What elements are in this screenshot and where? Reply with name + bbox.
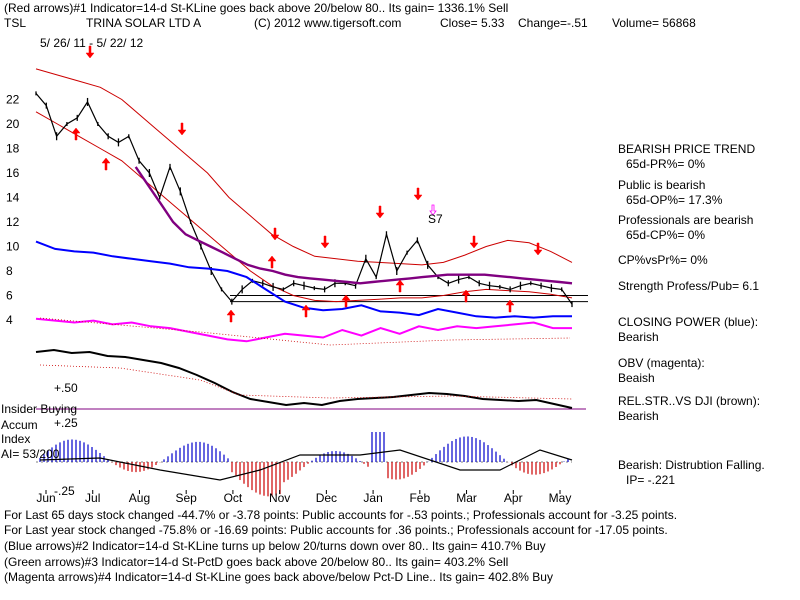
relstr-trend — [39, 364, 573, 400]
pr-value: 65d-PR%= 0% — [626, 157, 706, 171]
y-tick-label: 8 — [6, 264, 13, 278]
relative-strength-line — [35, 348, 573, 409]
s7-annotation: S7 — [428, 212, 443, 226]
footer-year: For Last year stock changed -75.8% or -1… — [4, 523, 668, 537]
y-tick-label: 14 — [6, 191, 20, 205]
header-line: (Red arrows)#1 Indicator=14-d St-KLine g… — [4, 1, 509, 15]
signal-arrows — [71, 45, 543, 323]
accum-label: Accum — [1, 418, 38, 432]
buy-arrow-icon — [101, 157, 111, 171]
envelope-bands — [35, 68, 573, 303]
sell-arrow-icon — [533, 242, 543, 256]
relstr-path — [35, 348, 573, 409]
sell-arrow-icon — [469, 235, 479, 249]
price-series — [35, 91, 573, 308]
buy-arrow-icon — [71, 127, 81, 141]
op-value: 65d-OP%= 17.3% — [626, 193, 723, 207]
ip-value: IP= -.221 — [626, 473, 676, 487]
buy-arrow-icon — [267, 255, 277, 269]
change-value: Change=-.51 — [518, 16, 588, 30]
sell-arrow-icon — [413, 187, 423, 201]
relstr-title: REL.STR..VS DJI (brown): — [618, 394, 761, 408]
x-axis-months: Jun Jul Aug Sep Oct Nov Dec Jan Feb Mar Apr May — [36, 490, 571, 505]
pro-title: Professionals are bearish — [618, 213, 754, 227]
volume-value: Volume= 56868 — [612, 16, 696, 30]
footer-green-arrows: (Green arrows)#3 Indicator=14-d St-PctD … — [4, 555, 509, 569]
insider-label: Insider Buying — [1, 402, 78, 416]
moving-average-line — [134, 166, 573, 285]
sell-arrow-icon — [177, 122, 187, 136]
y-tick-label: 20 — [6, 117, 20, 131]
chart-axes — [36, 295, 588, 463]
y-tick-label: 12 — [6, 215, 20, 229]
buy-arrow-icon — [301, 304, 311, 318]
footer-65day: For Last 65 days stock changed -44.7% or… — [4, 508, 678, 522]
date-range: 5/ 26/ 11 - 5/ 22/ 12 — [40, 36, 144, 50]
relstr-value: Bearish — [618, 409, 659, 423]
buy-arrow-icon — [395, 279, 405, 293]
close-value: Close= 5.33 — [440, 16, 505, 30]
x-tick-label: Aug — [129, 491, 150, 505]
plus25-label: +.25 — [54, 416, 78, 430]
upper-band — [35, 68, 573, 266]
x-tick-label: Apr — [504, 491, 523, 505]
buy-arrow-icon — [341, 294, 351, 308]
company-name: TRINA SOLAR LTD A — [86, 16, 202, 30]
obv-path — [35, 317, 572, 343]
closing-power-path — [35, 240, 572, 319]
obv-title: OBV (magenta): — [618, 356, 705, 370]
obv-line — [35, 317, 572, 346]
closing-power-line — [35, 240, 572, 319]
accum-ma-line — [39, 449, 573, 481]
lower-band — [35, 111, 573, 303]
buy-arrow-icon — [226, 309, 236, 323]
obv-value: Beaish — [618, 371, 655, 385]
closing-power-title: CLOSING POWER (blue): — [618, 315, 759, 329]
x-tick-label: Jan — [363, 491, 382, 505]
x-tick-label: May — [549, 491, 572, 505]
cpvspr-value: CP%vsPr%= 0% — [618, 253, 708, 267]
x-tick-label: Mar — [456, 491, 477, 505]
footer-blue-arrows: (Blue arrows)#2 Indicator=14-d St-KLine … — [4, 539, 546, 553]
sell-arrow-icon — [320, 235, 330, 249]
obv-trend — [39, 317, 571, 346]
accum-title: Bearish: Distrubtion Falling. — [618, 458, 765, 472]
footer-magenta-arrows: (Magenta arrows)#4 Indicator=14-d St-KLi… — [4, 570, 553, 584]
y-tick-label: 4 — [6, 313, 13, 327]
buy-arrow-icon — [461, 289, 471, 303]
price-line — [35, 93, 573, 305]
x-tick-label: Sep — [176, 491, 198, 505]
sell-arrow-icon — [85, 45, 95, 59]
x-tick-label: Oct — [224, 491, 243, 505]
buy-arrow-icon — [505, 299, 515, 313]
y-tick-label: 16 — [6, 166, 20, 180]
sell-arrow-icon — [270, 227, 280, 241]
plus50-label: +.50 — [54, 381, 78, 395]
y-tick-label: 22 — [6, 93, 20, 107]
index-label: Index — [1, 432, 31, 446]
y-tick-label: 18 — [6, 142, 20, 156]
ma-line — [134, 166, 573, 285]
s7-arrow-icon — [429, 204, 437, 216]
sell-arrow-icon — [375, 205, 385, 219]
minus25-label: -.25 — [54, 484, 75, 498]
cp-value: 65d-CP%= 0% — [626, 228, 706, 242]
x-tick-label: Jun — [36, 491, 55, 505]
y-tick-label: 10 — [6, 240, 20, 254]
trend-title: BEARISH PRICE TREND — [618, 142, 756, 156]
y-tick-label: 6 — [6, 289, 13, 303]
y-axis-ticks: 22 20 18 16 14 12 10 8 6 4 — [6, 93, 20, 328]
x-tick-label: Dec — [316, 491, 337, 505]
x-tick-label: Feb — [409, 491, 430, 505]
public-title: Public is bearish — [618, 178, 706, 192]
copyright: (C) 2012 www.tigersoft.com — [254, 16, 402, 30]
x-tick-label: Jul — [85, 491, 100, 505]
strength-value: Strength Profess/Pub= 6.1 — [618, 279, 760, 293]
closing-power-value: Bearish — [618, 330, 659, 344]
ai-value: AI= 53/200 — [1, 447, 60, 461]
accumulation-histogram — [39, 432, 573, 497]
x-tick-label: Nov — [269, 491, 290, 505]
ticker-symbol: TSL — [4, 16, 27, 30]
